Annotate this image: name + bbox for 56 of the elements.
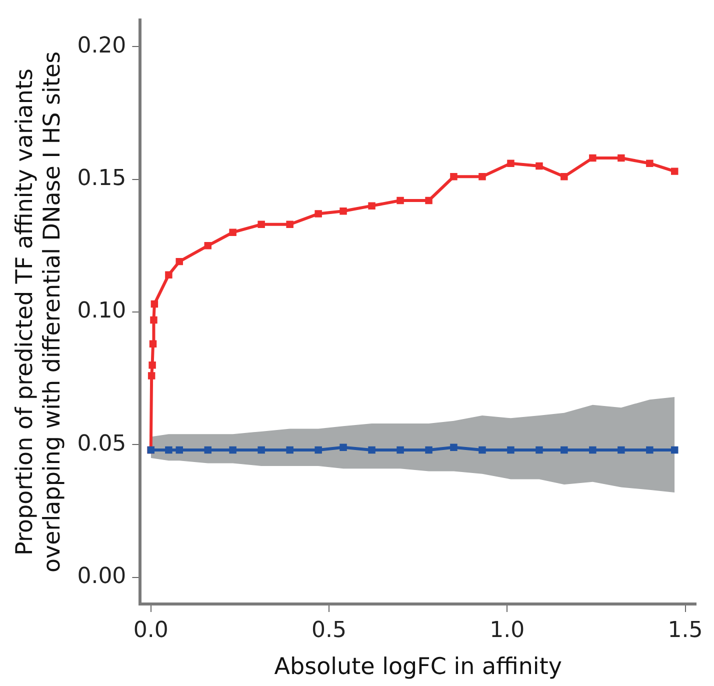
point xyxy=(618,446,625,454)
point xyxy=(425,196,432,204)
y-axis-title: Proportion of predicted TF affinity variants overlapping with differential DNase I HS sites xyxy=(12,51,66,573)
point xyxy=(396,446,404,454)
point xyxy=(589,446,596,454)
point xyxy=(314,210,322,218)
point xyxy=(478,446,486,454)
point xyxy=(286,446,294,454)
point xyxy=(286,220,294,228)
point xyxy=(150,316,158,324)
point xyxy=(507,446,514,454)
point xyxy=(150,300,158,308)
point xyxy=(340,208,347,215)
x-tick-label: 1.5 xyxy=(668,618,703,643)
point xyxy=(148,361,156,369)
point xyxy=(536,162,543,170)
point xyxy=(618,154,625,162)
point xyxy=(149,340,157,348)
point xyxy=(368,446,376,454)
y-tick-label: 0.05 xyxy=(77,431,126,456)
point xyxy=(176,258,183,266)
point xyxy=(671,446,678,454)
x-axis-title: Absolute logFC in affinity xyxy=(274,654,562,680)
y-tick-label: 0.10 xyxy=(77,298,126,324)
point xyxy=(396,196,404,204)
point xyxy=(671,168,678,175)
point xyxy=(507,160,514,167)
point xyxy=(258,220,265,228)
point xyxy=(229,446,236,454)
point xyxy=(258,446,265,454)
point xyxy=(148,372,156,380)
point xyxy=(536,446,543,454)
point xyxy=(165,271,172,278)
x-tick-label: 0.5 xyxy=(312,618,347,643)
point xyxy=(425,446,432,454)
x-tick-label: 0.0 xyxy=(133,618,168,643)
point xyxy=(368,202,376,210)
point xyxy=(165,446,172,454)
point xyxy=(314,446,322,454)
point xyxy=(204,446,212,454)
point xyxy=(450,172,458,180)
x-tick-label: 1.0 xyxy=(490,618,525,643)
point xyxy=(560,446,568,454)
point xyxy=(589,154,596,162)
y-tick-label: 0.15 xyxy=(77,166,126,191)
point xyxy=(176,446,183,454)
point xyxy=(646,160,654,167)
y-tick-label: 0.20 xyxy=(77,33,126,58)
point xyxy=(229,228,236,236)
point xyxy=(450,444,458,452)
point xyxy=(478,172,486,180)
point xyxy=(560,172,568,180)
point xyxy=(646,446,654,454)
point xyxy=(340,444,347,452)
point xyxy=(204,242,212,250)
y-tick-label: 0.00 xyxy=(77,564,126,590)
